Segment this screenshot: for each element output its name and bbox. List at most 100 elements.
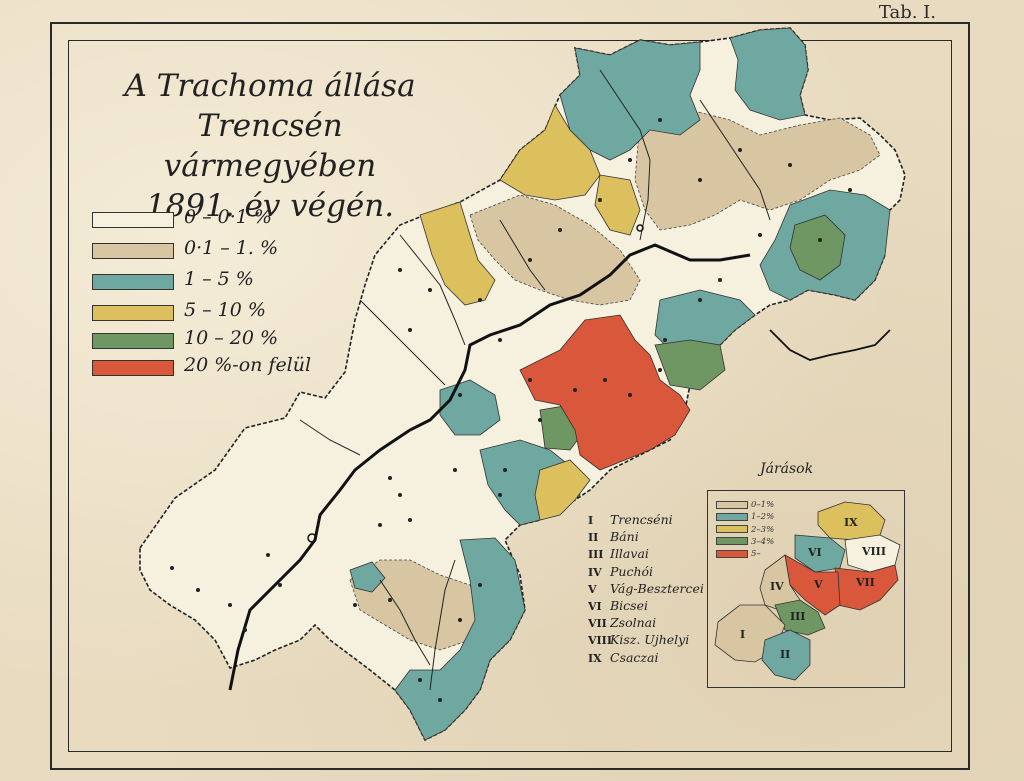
district-inset-map xyxy=(714,501,901,681)
inset-legend-item: 3–4% xyxy=(716,537,774,549)
map-inner-frame xyxy=(68,40,952,752)
inset-frame xyxy=(707,490,905,688)
inset-title: Járások xyxy=(760,461,814,477)
region-teal-south xyxy=(394,537,526,741)
legend-item: 0·1 – 1. % xyxy=(92,237,352,261)
inset-legend-label: 1–2% xyxy=(751,512,775,523)
region-teal-small xyxy=(349,561,386,593)
inset-label: III xyxy=(790,610,805,623)
inset-legend-item: 1–2% xyxy=(716,512,774,524)
inset-legend-label: 5– xyxy=(751,549,761,560)
legend-item: 0 – 0·1 % xyxy=(92,206,352,230)
district-row: V Vág-Besztercei xyxy=(588,581,708,598)
inset-labels: IX VIII VI VII V IV III I II xyxy=(740,516,886,661)
district-name: Kisz. Ujhelyi xyxy=(610,632,690,648)
inset-label: VI xyxy=(807,546,822,559)
inset-legend-swatch xyxy=(716,512,748,521)
district-name: Báni xyxy=(610,529,639,545)
legend-label: 0 – 0·1 % xyxy=(184,206,272,228)
region-red-main xyxy=(519,314,691,471)
region-beige-north xyxy=(634,109,881,231)
inset-district-ii xyxy=(761,629,811,681)
district-num: II xyxy=(588,531,599,545)
inset-district-iii xyxy=(774,599,826,636)
region-yellow-west xyxy=(419,201,496,306)
tributaries xyxy=(299,69,771,691)
district-row: VII Zsolnai xyxy=(588,615,708,632)
region-green-east xyxy=(789,214,846,281)
inset-legend-swatch xyxy=(716,500,748,509)
legend-item: 10 – 20 % xyxy=(92,327,352,351)
region-yellow-mid xyxy=(594,174,641,236)
inset-legend: 0–1% 1–2% 2–3% 3–4% 5– xyxy=(716,500,774,561)
town-markers xyxy=(170,118,852,702)
legend-label: 20 %-on felül xyxy=(184,354,312,376)
region-yellow-south xyxy=(534,459,591,521)
district-name: Vág-Besztercei xyxy=(610,580,704,596)
district-row: IX Csaczai xyxy=(588,650,708,667)
region-teal-ne xyxy=(729,27,809,121)
map-outer-frame xyxy=(50,22,970,770)
district-row: III Illavai xyxy=(588,546,708,563)
district-name: Csaczai xyxy=(610,649,659,665)
inset-district-vii xyxy=(834,564,899,611)
legend-swatch xyxy=(92,360,174,376)
legend-swatch xyxy=(92,305,174,321)
inset-label: IX xyxy=(844,516,858,529)
legend-swatch xyxy=(92,243,174,259)
inset-label: V xyxy=(813,578,823,591)
region-teal-north xyxy=(559,39,701,161)
district-row: II Báni xyxy=(588,529,708,546)
inset-legend-label: 2–3% xyxy=(751,524,775,535)
district-num: I xyxy=(588,514,594,527)
legend-label: 1 – 5 % xyxy=(184,268,254,290)
inset-label: II xyxy=(780,648,790,661)
vah-river xyxy=(228,243,751,691)
inset-district-v xyxy=(784,554,841,616)
inset-legend-swatch xyxy=(716,537,748,546)
district-num: VIII xyxy=(588,634,612,648)
district-num: III xyxy=(588,548,604,562)
inset-legend-swatch xyxy=(716,525,748,534)
district-name: Zsolnai xyxy=(610,615,657,631)
inset-label: VII xyxy=(855,576,875,589)
district-num: IX xyxy=(588,651,602,665)
district-row: I Trencséni xyxy=(588,512,708,529)
inset-legend-swatch xyxy=(716,549,748,558)
legend-item: 1 – 5 % xyxy=(92,268,352,292)
district-name: Trencséni xyxy=(610,512,673,527)
plate-label: Tab. I. xyxy=(878,2,936,23)
region-yellow-north xyxy=(499,104,601,201)
district-num: V xyxy=(588,582,597,596)
district-row: IV Puchói xyxy=(588,564,708,581)
district-name: Illavai xyxy=(610,546,649,562)
title-line-1: A Trachoma állása xyxy=(124,68,416,104)
map-title: A Trachoma állása Trencsén vármegyében 1… xyxy=(100,66,440,226)
district-row: VIIIKisz. Ujhelyi xyxy=(588,632,708,649)
inset-label: IV xyxy=(770,580,784,593)
inset-district-vi xyxy=(794,534,846,573)
district-num: VI xyxy=(588,599,602,613)
inset-legend-item: 0–1% xyxy=(716,500,774,512)
title-line-2: Trencsén vármegyében xyxy=(163,108,377,184)
region-beige-central xyxy=(469,194,641,306)
district-name: Bicsei xyxy=(610,597,648,613)
inset-label: I xyxy=(740,628,745,641)
inset-legend-label: 0–1% xyxy=(751,500,775,510)
region-teal-mid xyxy=(439,379,501,436)
legend-item: 20 %-on felül xyxy=(92,354,352,378)
legend-swatch xyxy=(92,333,174,349)
legend-swatch xyxy=(92,212,174,228)
inset-legend-item: 5– xyxy=(716,549,774,561)
district-name: Puchói xyxy=(610,563,654,579)
district-row: VI Bicsei xyxy=(588,598,708,615)
outer-river xyxy=(769,329,891,361)
inset-legend-label: 3–4% xyxy=(751,536,775,547)
inset-label: VIII xyxy=(861,545,886,558)
district-num: IV xyxy=(588,565,602,579)
title-line-3: 1891. év végén. xyxy=(145,188,395,224)
legend-label: 0·1 – 1. % xyxy=(184,237,279,259)
district-num: VII xyxy=(588,617,607,631)
